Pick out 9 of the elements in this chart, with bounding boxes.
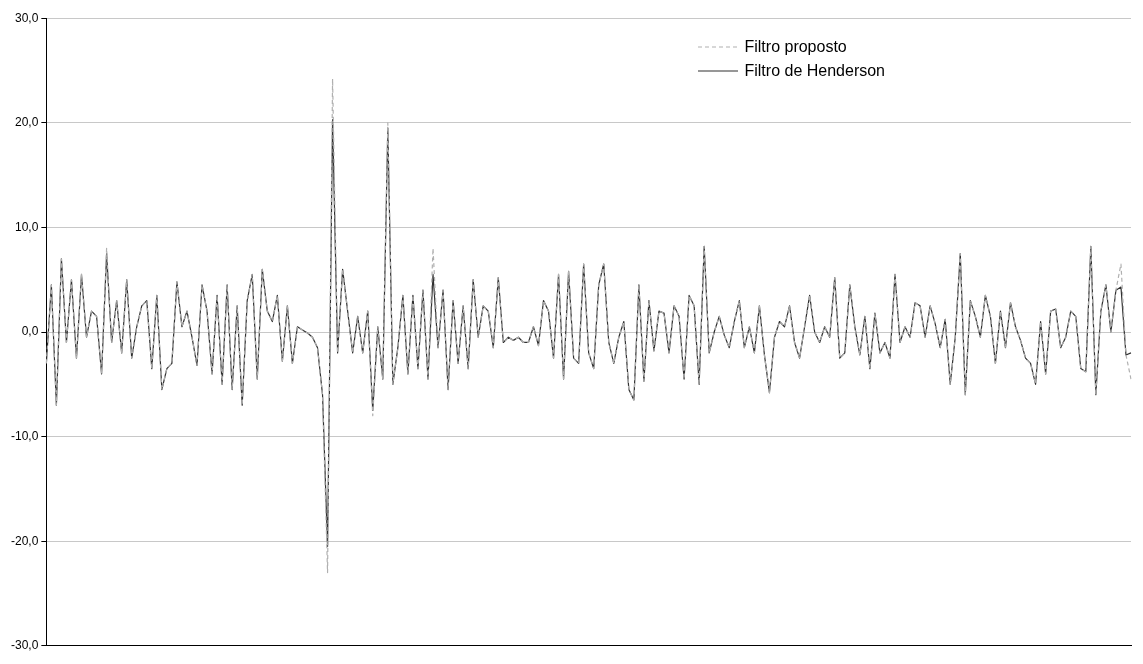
legend-label: Filtro proposto (744, 38, 847, 56)
legend-label: Filtro de Henderson (744, 62, 885, 80)
y-tick-label: -10,0 (10, 428, 39, 443)
y-tick-label: 30,0 (14, 10, 39, 25)
y-tick-label: 20,0 (14, 115, 39, 130)
y-tick-label: 0,0 (21, 324, 39, 339)
y-tick-label: 10,0 (14, 219, 39, 234)
y-tick-label: -30,0 (10, 638, 39, 653)
y-tick-label: -20,0 (10, 533, 39, 548)
